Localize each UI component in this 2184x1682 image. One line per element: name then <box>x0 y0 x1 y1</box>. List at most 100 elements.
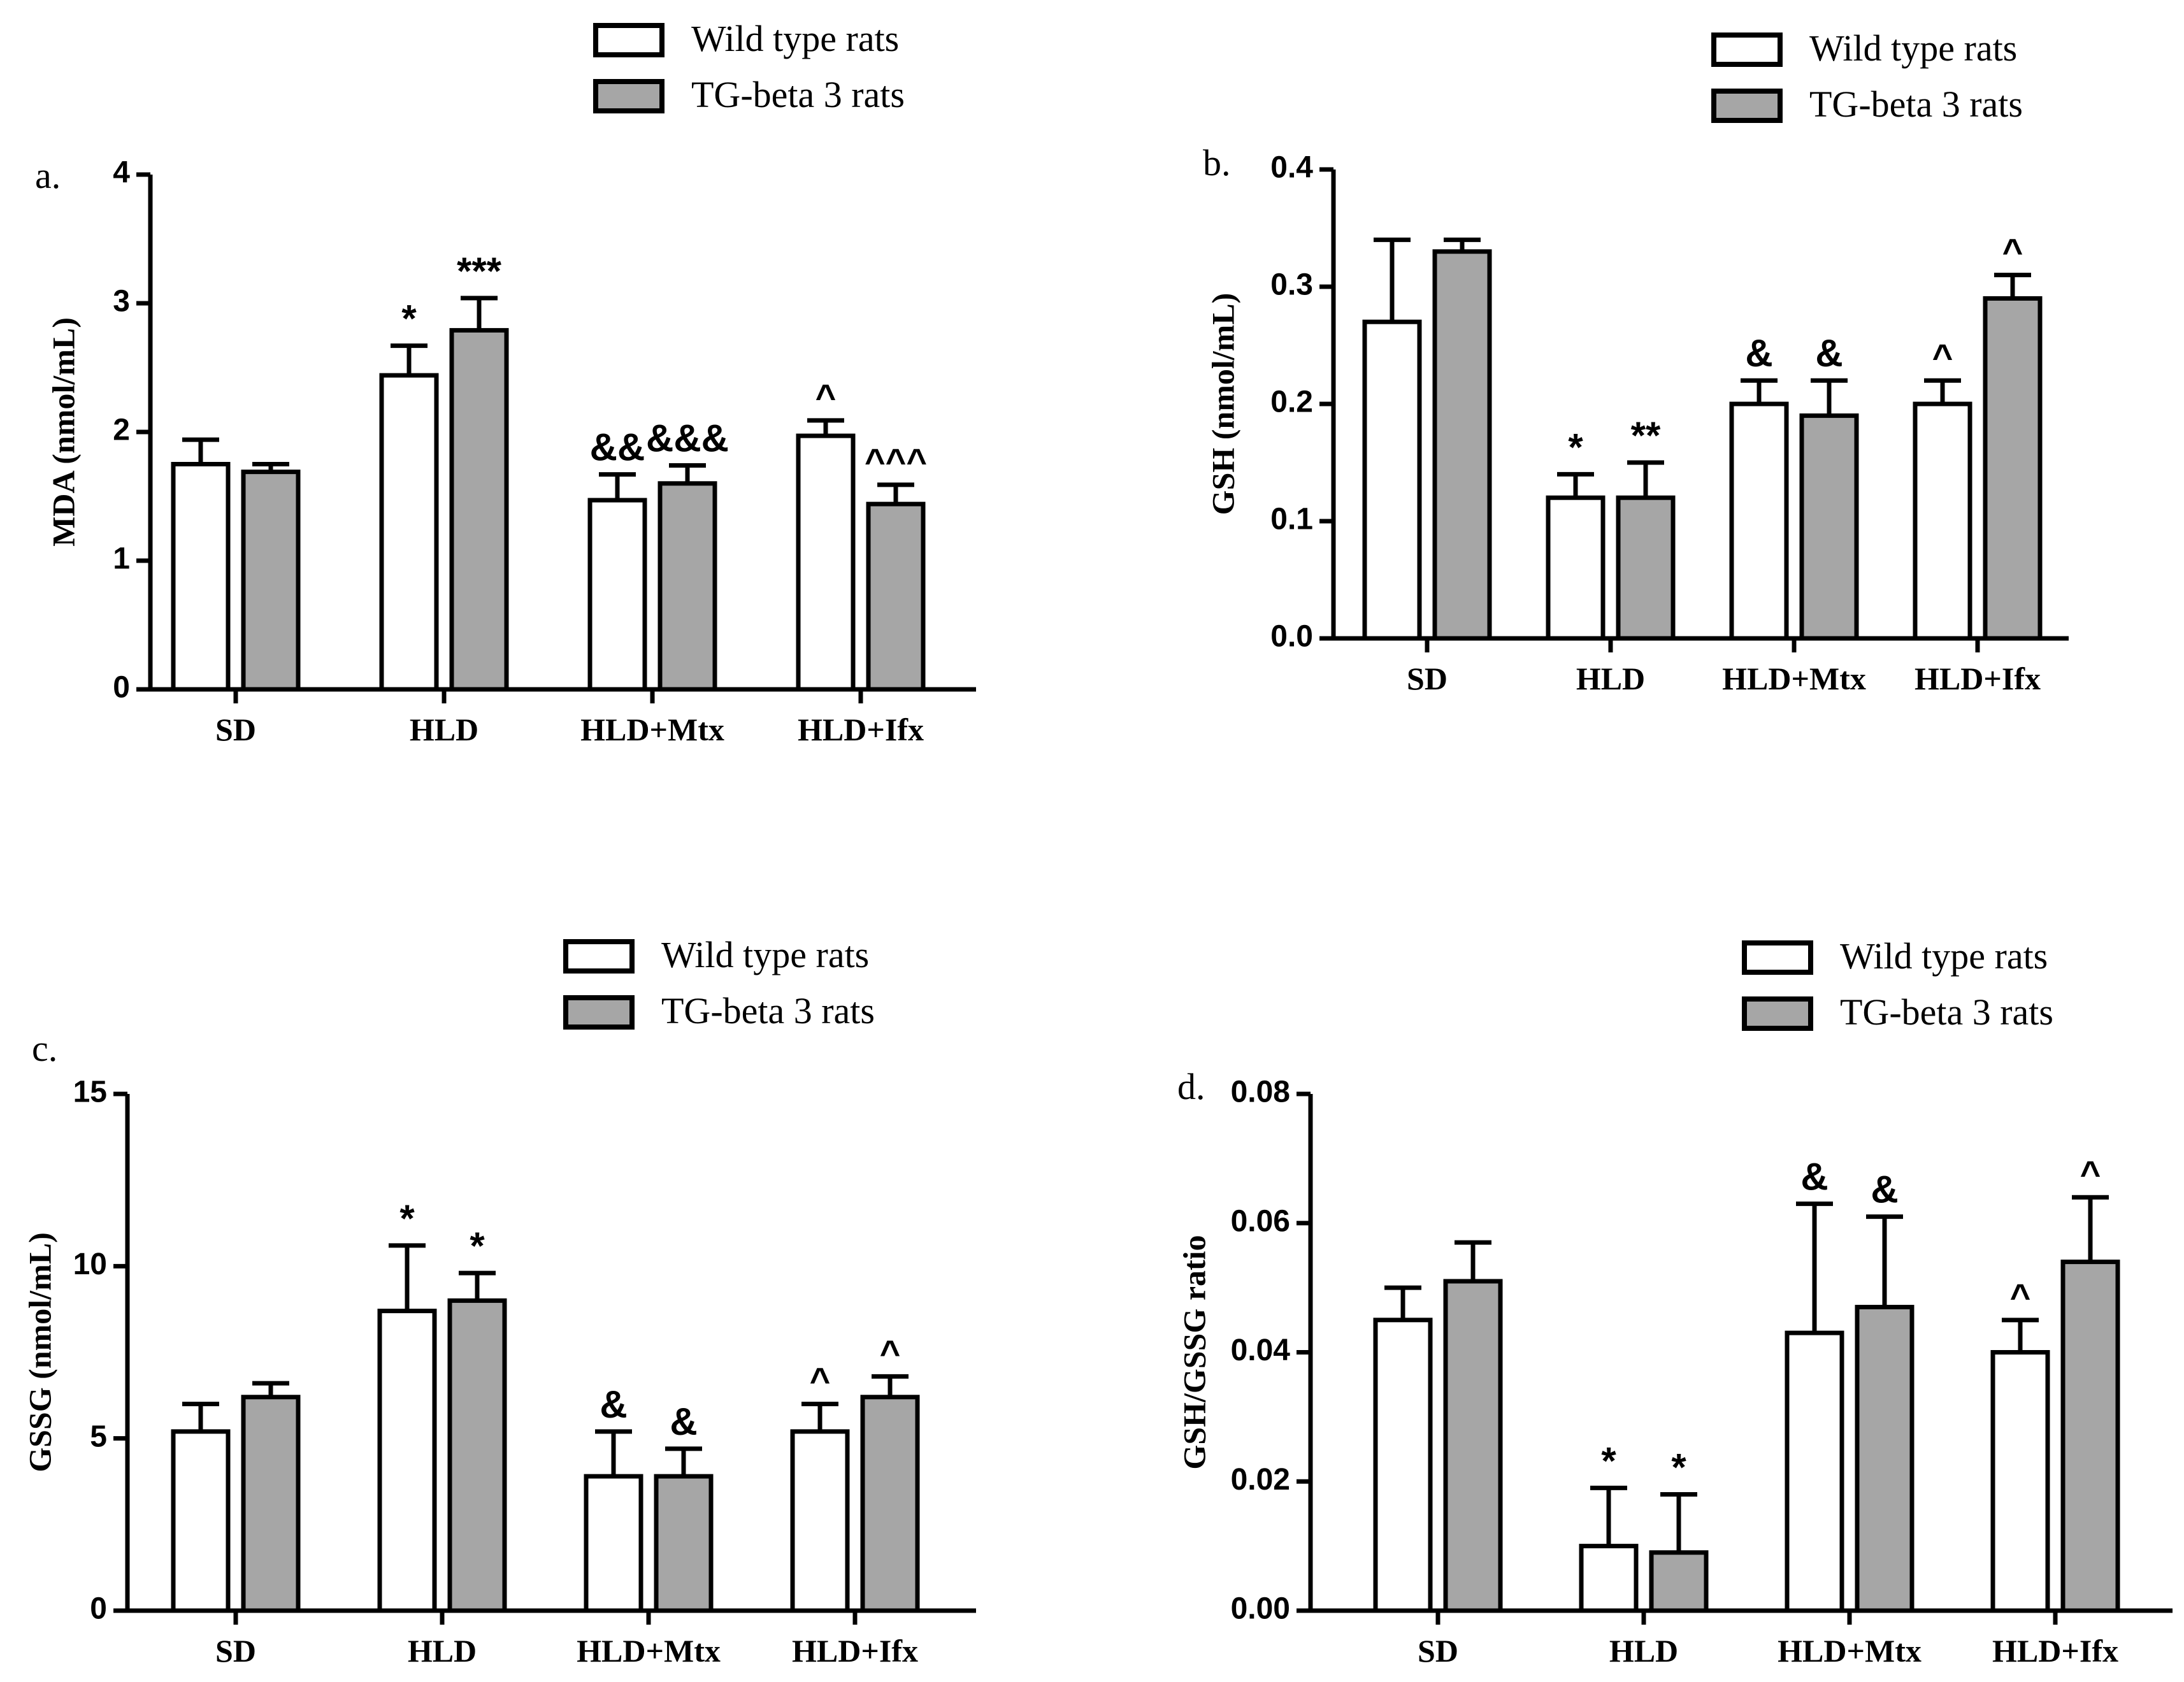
bar-tg-beta3-2 <box>657 481 717 692</box>
y-tick-label: 0.08 <box>1231 1075 1290 1109</box>
x-tick-label: HLD <box>410 712 478 747</box>
legend-label-wild-type: Wild type rats <box>1809 27 2017 69</box>
x-tick-label: SD <box>215 1633 256 1669</box>
legend-label-wild-type: Wild type rats <box>1840 935 2048 977</box>
chart-panel-c: c. GSSG (nmol/mL) 0 5 10 15 SD HLD * * HLD+Mtx & & HL… <box>22 934 976 1669</box>
significance-mark: ^ <box>2010 1276 2031 1316</box>
y-tick-label: 0.04 <box>1231 1333 1291 1367</box>
bar-wild-type-0 <box>1362 319 1422 641</box>
significance-mark: * <box>399 1197 415 1240</box>
legend: Wild type rats TG-beta 3 rats <box>563 934 875 1031</box>
panel-label: a. <box>35 155 61 196</box>
bar-wild-type-3 <box>1913 401 1972 641</box>
panel-label: b. <box>1203 142 1231 183</box>
bar-tg-beta3-0 <box>241 1395 301 1613</box>
significance-mark: ^ <box>880 1332 901 1372</box>
significance-mark: ^ <box>1932 336 1953 377</box>
significance-mark: && <box>590 426 645 469</box>
y-tick-label: 0.06 <box>1231 1204 1290 1238</box>
x-tick-label: SD <box>1418 1633 1458 1669</box>
bar-tg-beta3-2 <box>1855 1305 1915 1613</box>
significance-mark: ^ <box>810 1360 831 1400</box>
legend-label-tg-beta3: TG-beta 3 rats <box>1840 991 2053 1033</box>
x-tick-label: HLD <box>408 1633 477 1669</box>
legend: Wild type rats TG-beta 3 rats <box>593 18 905 115</box>
bar-wild-type-3 <box>790 1429 850 1613</box>
bar-wild-type-1 <box>1579 1544 1639 1613</box>
x-tick-label: HLD+Mtx <box>580 712 724 747</box>
y-tick-label: 0.4 <box>1270 151 1313 185</box>
legend-swatch-tg-beta3 <box>593 79 665 113</box>
bar-wild-type-1 <box>377 1309 437 1613</box>
significance-mark: ^ <box>2080 1153 2101 1193</box>
bar-tg-beta3-0 <box>1443 1279 1503 1613</box>
significance-mark: ^ <box>2002 231 2023 271</box>
bar-wild-type-2 <box>584 1474 643 1613</box>
y-tick-label: 0.3 <box>1270 268 1313 302</box>
y-axis-label: GSH/GSSG ratio <box>1176 1235 1212 1469</box>
significance-mark: &&& <box>646 417 729 460</box>
significance-mark: * <box>1601 1439 1616 1482</box>
bar-tg-beta3-0 <box>1432 249 1492 641</box>
significance-mark: & <box>600 1383 627 1426</box>
y-tick-label: 15 <box>73 1075 107 1109</box>
legend-label-tg-beta3: TG-beta 3 rats <box>661 990 875 1031</box>
legend-label-wild-type: Wild type rats <box>661 934 869 975</box>
bar-tg-beta3-3 <box>2060 1260 2120 1613</box>
significance-mark: * <box>401 298 417 340</box>
x-tick-label: HLD+Mtx <box>1722 661 1866 696</box>
significance-mark: ^ <box>815 377 837 417</box>
significance-mark: ** <box>1631 414 1661 457</box>
y-tick-label: 0.02 <box>1231 1463 1290 1497</box>
bar-tg-beta3-2 <box>654 1474 714 1613</box>
significance-mark: * <box>1671 1446 1686 1489</box>
bar-wild-type-0 <box>1373 1318 1433 1613</box>
bar-tg-beta3-3 <box>860 1395 920 1613</box>
significance-mark: & <box>670 1400 697 1443</box>
panel-label: d. <box>1177 1066 1205 1107</box>
legend-label-wild-type: Wild type rats <box>691 18 899 59</box>
significance-mark: *** <box>457 250 502 292</box>
significance-mark: * <box>1568 426 1583 468</box>
x-tick-label: HLD+Ifx <box>1915 661 2041 696</box>
chart-panel-b: b.GSH (nmol/mL)0.00.10.20.30.4SD HLD* **HL… <box>1203 27 2069 696</box>
significance-mark: ^^^ <box>865 441 927 481</box>
bar-wild-type-2 <box>1785 1330 1844 1613</box>
y-tick-label: 0.2 <box>1270 385 1313 419</box>
y-tick-label: 0.0 <box>1270 620 1313 654</box>
significance-mark: & <box>1815 332 1843 375</box>
x-tick-label: HLD <box>1576 661 1645 696</box>
legend: Wild type rats TG-beta 3 rats <box>1711 27 2023 125</box>
y-tick-label: 0.00 <box>1231 1592 1290 1626</box>
y-tick-label: 2 <box>113 413 130 447</box>
y-axis-label: MDA (nmol/mL) <box>45 317 81 547</box>
bar-wild-type-0 <box>171 462 231 692</box>
y-tick-label: 0 <box>113 671 130 705</box>
y-tick-label: 0.1 <box>1270 503 1313 536</box>
bar-tg-beta3-2 <box>1799 413 1859 641</box>
bar-tg-beta3-1 <box>447 1298 507 1613</box>
legend-swatch-wild-type <box>1742 940 1813 975</box>
legend-swatch-wild-type <box>563 939 635 974</box>
legend-swatch-tg-beta3 <box>1742 996 1813 1031</box>
bar-wild-type-1 <box>379 373 439 692</box>
bar-wild-type-3 <box>1990 1350 2050 1613</box>
legend-label-tg-beta3: TG-beta 3 rats <box>1809 83 2023 125</box>
legend-swatch-wild-type <box>593 23 665 57</box>
y-tick-label: 5 <box>90 1420 107 1453</box>
x-tick-label: HLD+Mtx <box>577 1633 721 1669</box>
x-tick-label: HLD+Mtx <box>1778 1633 1922 1669</box>
y-tick-label: 1 <box>113 542 130 576</box>
y-tick-label: 0 <box>90 1592 107 1626</box>
y-tick-label: 4 <box>113 156 130 190</box>
x-tick-label: HLD+Ifx <box>792 1633 918 1669</box>
bar-wild-type-1 <box>1546 495 1606 641</box>
x-tick-label: HLD+Ifx <box>798 712 924 747</box>
x-tick-label: SD <box>215 712 256 747</box>
bar-wild-type-3 <box>796 433 856 692</box>
bar-tg-beta3-1 <box>1616 495 1676 641</box>
bar-tg-beta3-0 <box>241 470 301 692</box>
y-axis-label: GSH (nmol/mL) <box>1205 293 1240 515</box>
